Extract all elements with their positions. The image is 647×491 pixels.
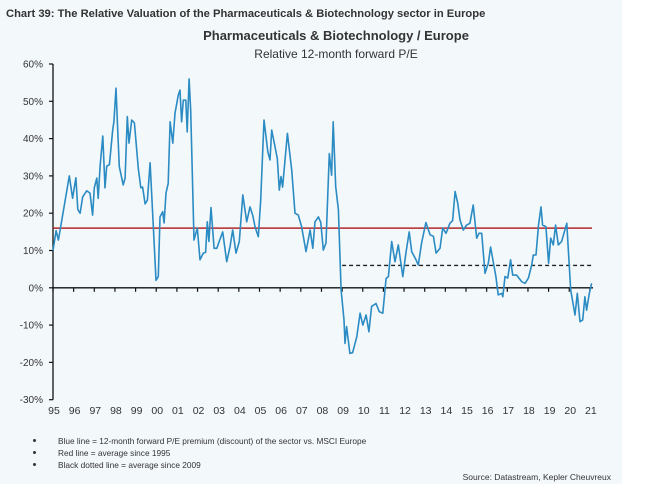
note-text: Red line = average since 1995: [58, 448, 171, 458]
x-tick-label: 00: [151, 405, 163, 417]
x-tick-label: 18: [523, 405, 535, 417]
y-tick-label: 50%: [23, 97, 43, 108]
x-tick-label: 19: [544, 405, 556, 417]
x-tick-label: 08: [317, 405, 329, 417]
x-tick-label: 99: [131, 405, 143, 417]
x-tick-label: 14: [441, 405, 453, 417]
x-tick-label: 97: [89, 405, 101, 417]
x-tick-label: 10: [358, 405, 370, 417]
x-tick-label: 15: [461, 405, 473, 417]
note-text: Blue line = 12-month forward P/E premium…: [58, 436, 367, 446]
bullet-icon: [33, 451, 36, 454]
x-tick-label: 07: [296, 405, 308, 417]
y-tick-label: -10%: [20, 321, 43, 332]
x-tick-label: 95: [48, 405, 60, 417]
bullet-icon: [33, 439, 36, 442]
y-tick-label: -20%: [20, 358, 43, 369]
x-tick-label: 16: [482, 405, 494, 417]
x-tick-label: 96: [69, 405, 81, 417]
y-tick-label: 10%: [23, 246, 43, 257]
x-tick-label: 04: [234, 405, 246, 417]
x-tick-label: 17: [502, 405, 514, 417]
y-tick-label: 40%: [23, 134, 43, 145]
y-tick-label: 20%: [23, 209, 43, 220]
x-tick-label: 98: [110, 405, 122, 417]
chart-background: [0, 0, 622, 484]
y-tick-label: 0%: [29, 283, 44, 294]
x-tick-label: 01: [172, 405, 184, 417]
x-tick-label: 02: [193, 405, 205, 417]
x-tick-label: 12: [399, 405, 411, 417]
x-tick-label: 21: [585, 405, 597, 417]
chart-title: Pharmaceuticals & Biotechnology / Europe: [203, 28, 469, 43]
note-text: Black dotted line = average since 2009: [58, 460, 201, 470]
x-tick-label: 05: [255, 405, 267, 417]
source-note: Source: Datastream, Kepler Cheuvreux: [462, 472, 611, 482]
x-tick-label: 20: [564, 405, 576, 417]
chart-subtitle: Relative 12-month forward P/E: [254, 47, 417, 61]
x-tick-label: 11: [379, 405, 390, 417]
y-tick-label: 30%: [23, 171, 43, 182]
x-tick-label: 13: [420, 405, 432, 417]
bullet-icon: [33, 463, 36, 466]
x-tick-label: 06: [275, 405, 287, 417]
relative-pe-series-line: [52, 78, 593, 355]
x-tick-label: 09: [337, 405, 349, 417]
chart-caption: Chart 39: The Relative Valuation of the …: [6, 8, 485, 20]
y-tick-label: 60%: [23, 60, 43, 71]
y-tick-label: -30%: [20, 395, 43, 406]
x-tick-label: 03: [213, 405, 225, 417]
